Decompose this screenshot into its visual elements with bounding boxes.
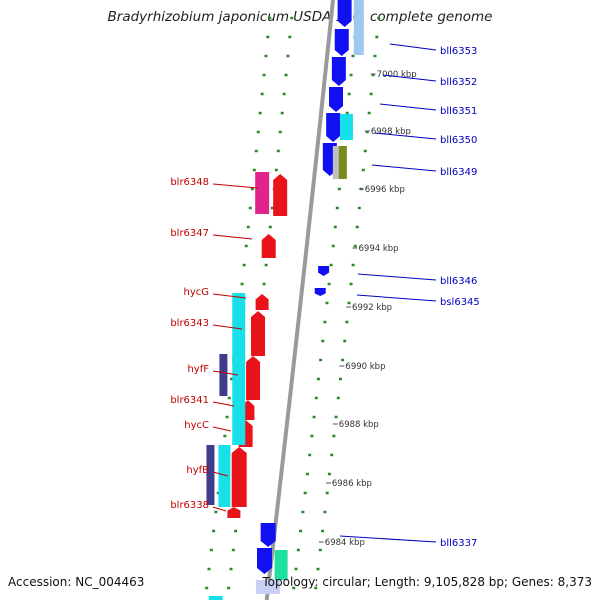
reverse-gene-label: bsl6345: [440, 297, 480, 308]
reverse-gene-leader: [389, 43, 437, 51]
forward-gene-label: blr6348: [170, 177, 209, 188]
forward-gene-leader: [212, 401, 235, 407]
forward-gene-arrow: [227, 507, 241, 518]
reverse-gene-arrow: [334, 29, 349, 56]
forward-gene-arrow: [261, 234, 276, 258]
reverse-gene-arrow: [331, 57, 346, 86]
reverse-gene-leader: [379, 103, 437, 111]
reverse-gene-block: [332, 146, 339, 179]
reverse-gene-block: [255, 580, 280, 594]
forward-gene-block: [232, 293, 246, 445]
forward-gene-leader: [212, 370, 239, 376]
scale-label: 6994 kbp: [359, 244, 399, 254]
genome-backbone: [264, 0, 335, 600]
forward-gene-label: hycC: [184, 420, 209, 431]
forward-gene-label: blr6343: [170, 318, 209, 329]
reverse-gene-label: bll6346: [440, 276, 477, 287]
reverse-gene-leader: [374, 132, 437, 140]
scale-label: 6996 kbp: [365, 185, 405, 195]
forward-gene-label: hycG: [183, 287, 209, 298]
scale-label: 6986 kbp: [332, 479, 372, 489]
reverse-gene-leader: [382, 74, 437, 82]
forward-gene-label: hyfF: [187, 364, 209, 375]
reverse-gene-block: [339, 114, 353, 140]
reverse-gene-arrow: [337, 0, 352, 27]
reverse-gene-label: bll6350: [440, 135, 477, 146]
forward-gene-arrow: [231, 447, 247, 507]
forward-gene-arrow: [246, 356, 261, 400]
map-title: Bradyrhizobium japonicum USDA 110, compl…: [107, 9, 493, 25]
forward-gene-arrow: [255, 294, 269, 310]
forward-gene-leader: [212, 234, 253, 240]
reverse-gene-arrow: [260, 523, 276, 547]
scale-label: 6992 kbp: [352, 303, 392, 313]
forward-gene-block: [255, 172, 270, 214]
forward-gene-leader: [212, 471, 229, 477]
forward-gene-block: [219, 354, 228, 396]
forward-gene-leader: [212, 324, 243, 330]
genome-summary-text: Topology: circular; Length: 9,105,828 bp…: [262, 575, 592, 589]
forward-gene-block: [208, 596, 223, 600]
forward-gene-block: [206, 445, 215, 505]
forward-gene-label: blr6347: [170, 228, 209, 239]
accession-text: Accession: NC_004463: [8, 575, 145, 589]
reverse-gene-block: [274, 550, 288, 580]
scale-label: 6998 kbp: [371, 127, 411, 137]
forward-gene-label: blr6338: [170, 500, 209, 511]
forward-gene-label: blr6341: [170, 395, 209, 406]
scale-label: 6984 kbp: [325, 538, 365, 548]
reverse-gene-leader: [357, 273, 437, 281]
reverse-gene-leader: [371, 164, 437, 172]
scale-label: 6990 kbp: [345, 362, 385, 372]
reverse-gene-label: bll6349: [440, 167, 477, 178]
scale-label: 6988 kbp: [339, 420, 379, 430]
forward-gene-arrow: [273, 174, 288, 216]
reverse-gene-label: bll6337: [440, 538, 477, 549]
forward-gene-leader: [212, 183, 259, 189]
forward-gene-arrow: [251, 311, 266, 356]
reverse-gene-label: bll6351: [440, 106, 477, 117]
reverse-gene-arrow: [314, 288, 326, 296]
reverse-gene-leader: [356, 294, 437, 302]
forward-gene-label: hyfB: [186, 465, 209, 476]
reverse-gene-arrow: [318, 266, 330, 276]
reverse-gene-arrow: [326, 113, 341, 142]
reverse-gene-block: [353, 0, 364, 55]
forward-gene-block: [218, 445, 231, 507]
reverse-gene-block: [336, 146, 347, 179]
reverse-gene-label: bll6352: [440, 77, 477, 88]
forward-gene-leader: [212, 293, 247, 299]
reverse-gene-arrow: [256, 548, 272, 574]
forward-gene-leader: [212, 506, 227, 512]
reverse-gene-label: bll6353: [440, 46, 477, 57]
forward-gene-leader: [212, 426, 232, 432]
reverse-gene-leader: [339, 535, 437, 543]
scale-label: 7000 kbp: [377, 70, 417, 80]
reverse-gene-arrow: [329, 87, 344, 112]
